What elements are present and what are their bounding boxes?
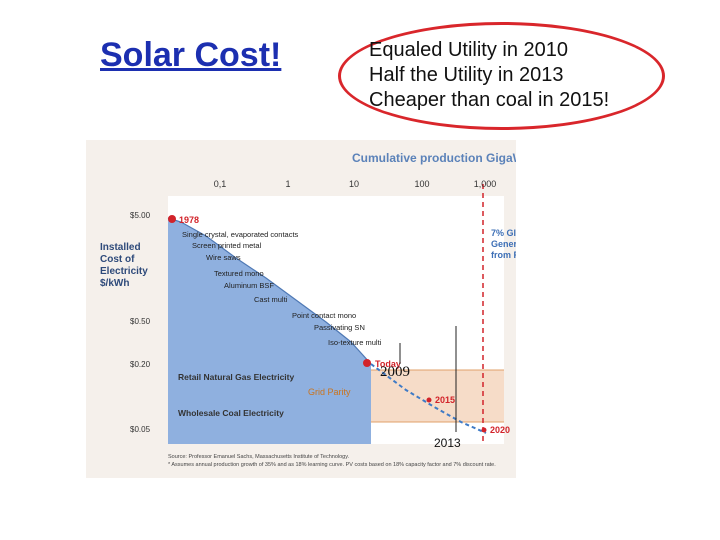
- milestone-label: 2020: [490, 425, 510, 435]
- y-tick-label: $0.20: [130, 360, 151, 369]
- y-axis-label-line-1: Installed: [100, 242, 141, 253]
- milestone-label: 1978: [179, 215, 199, 225]
- chart-title: Cumulative production GigaWp: [352, 151, 516, 165]
- band-label: Grid Parity: [308, 387, 351, 397]
- bullet-1: Equaled Utility in 2010: [369, 39, 569, 61]
- x-tick-label: 10: [349, 179, 359, 189]
- tech-label: Aluminum BSF: [224, 281, 274, 290]
- marker-2020: [481, 427, 487, 433]
- cost-area: [168, 218, 371, 444]
- tech-label: Wire saws: [206, 253, 241, 262]
- bullet-2: Half the Utility in 2013: [369, 64, 564, 86]
- tech-label: Passivating SN: [314, 323, 365, 332]
- y-axis-label-line-3: Electricity: [100, 266, 148, 277]
- cost-chart: Cumulative production GigaWp 0,1 1 10 10…: [86, 140, 516, 478]
- annotation-2013: 2013: [434, 436, 461, 450]
- band-label: Wholesale Coal Electricity: [178, 408, 284, 418]
- marker-today: [363, 359, 371, 367]
- marker-1978: [168, 215, 176, 223]
- tech-label: Cast multi: [254, 295, 288, 304]
- tech-label: Single crystal, evaporated contacts: [182, 230, 299, 239]
- x-tick-label: 0,1: [214, 179, 227, 189]
- tech-label: Screen printed metal: [192, 241, 262, 250]
- y-tick-label: $0.50: [130, 317, 151, 326]
- milestone-label: Today: [375, 359, 401, 369]
- x-tick-label: 1,000: [474, 179, 497, 189]
- x-tick-label: 100: [414, 179, 429, 189]
- tech-label: Textured mono: [214, 269, 264, 278]
- source-line: Source: Professor Emanuel Sachs, Massach…: [168, 454, 350, 460]
- x-tick-label: 1: [285, 179, 290, 189]
- side-note-line: Generation: [491, 239, 516, 249]
- side-note-line: 7% Global: [491, 228, 516, 238]
- cost-curve: [167, 217, 372, 365]
- annotation-2009: 2009: [380, 364, 410, 380]
- y-axis-label-line-2: Cost of: [100, 254, 135, 265]
- slide-title: Solar Cost!: [100, 36, 282, 74]
- y-tick-label: $5.00: [130, 211, 151, 220]
- y-axis-label: Installed Cost of Electricity $/kWh: [100, 242, 151, 289]
- projection-line: [370, 363, 487, 434]
- source-line: * Assumes annual production growth of 35…: [168, 462, 496, 468]
- y-axis-label-line-4: $/kWh: [100, 278, 129, 289]
- side-note-line: from PV: [491, 250, 516, 260]
- tech-label: Iso-texture multi: [328, 338, 382, 347]
- bullet-3: Cheaper than coal in 2015!: [369, 89, 610, 111]
- bullet-list: Equaled Utility in 2010 Half the Utility…: [369, 38, 609, 113]
- band-label: Retail Natural Gas Electricity: [178, 372, 294, 382]
- highlight-ellipse: [338, 22, 665, 130]
- marker-2015: [426, 397, 432, 403]
- y-tick-label: $0.05: [130, 425, 151, 434]
- tech-label: Point contact mono: [292, 311, 356, 320]
- milestone-label: 2015: [435, 395, 455, 405]
